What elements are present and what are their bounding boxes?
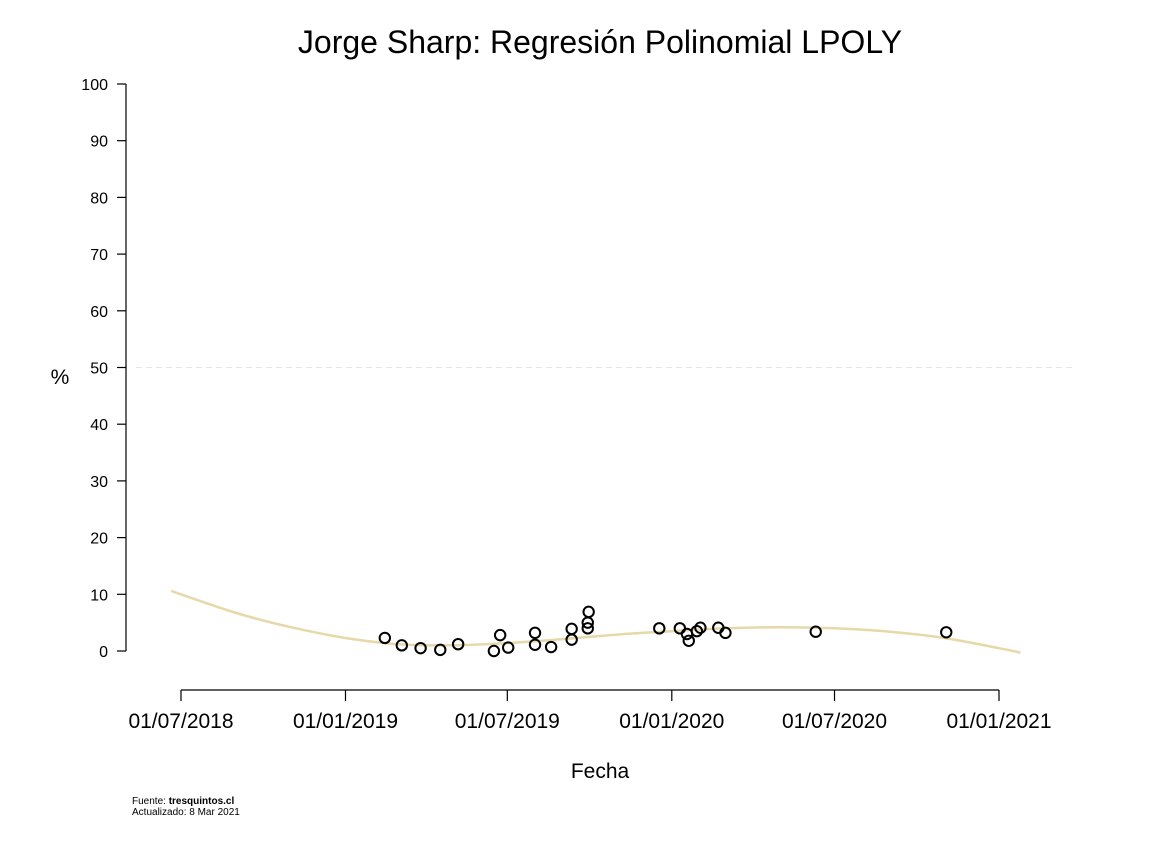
y-tick-label: 50 — [90, 361, 108, 378]
source-link[interactable]: tresquintos.cl — [168, 796, 235, 807]
y-tick-label: 20 — [90, 531, 108, 548]
y-tick-label: 10 — [90, 587, 108, 604]
data-point — [940, 626, 953, 639]
y-tick-label: 90 — [90, 134, 108, 151]
data-point — [544, 640, 558, 654]
data-point — [682, 634, 695, 647]
data-point — [809, 625, 822, 638]
chart-title: Jorge Sharp: Regresión Polinomial LPOLY — [298, 24, 902, 60]
x-tick-label: 01/07/2018 — [128, 710, 233, 733]
x-tick-label: 01/01/2021 — [946, 710, 1051, 733]
data-point — [653, 622, 666, 635]
data-point — [502, 641, 515, 654]
source-label: Fuente: — [132, 796, 169, 807]
x-tick-label: 01/01/2020 — [619, 710, 724, 733]
data-point — [395, 639, 409, 652]
y-tick-label: 40 — [90, 417, 108, 434]
y-tick-label: 80 — [90, 190, 108, 207]
data-point — [528, 638, 542, 651]
data-point — [414, 641, 427, 655]
data-points — [378, 605, 953, 658]
y-tick-label: 100 — [81, 77, 108, 94]
data-point — [719, 626, 732, 640]
x-tick-label: 01/01/2019 — [293, 710, 398, 733]
data-point — [528, 626, 542, 640]
source-line: Fuente: tresquintos.cl — [132, 796, 240, 807]
y-tick-label: 30 — [90, 474, 108, 491]
trend-line-group — [170, 589, 1021, 654]
y-tick-label: 60 — [90, 304, 108, 321]
y-tick-label: 0 — [99, 644, 108, 661]
y-tick-label: 70 — [90, 247, 108, 264]
x-axis-label: Fecha — [571, 760, 630, 783]
data-point — [565, 622, 578, 636]
updated-date: Actualizado: 8 Mar 2021 — [132, 807, 240, 818]
y-axis: 0 10 20 30 40 50 60 70 80 90 100 — [81, 77, 127, 661]
source-note: Fuente: tresquintos.cl Actualizado: 8 Ma… — [132, 796, 240, 818]
trend-line — [170, 589, 1021, 654]
data-point — [451, 637, 465, 651]
data-point — [378, 631, 392, 645]
data-point — [694, 621, 707, 634]
data-point — [487, 644, 501, 658]
data-point — [690, 624, 704, 638]
y-axis-label: % — [51, 366, 70, 389]
x-axis: 01/07/2018 01/01/2019 01/07/2019 01/01/2020… — [128, 689, 1052, 733]
data-point — [434, 643, 447, 657]
x-tick-label: 01/07/2019 — [455, 710, 560, 733]
data-point — [493, 628, 507, 642]
x-tick-label: 01/07/2020 — [782, 710, 887, 733]
data-point — [581, 622, 594, 635]
data-point — [582, 605, 595, 619]
